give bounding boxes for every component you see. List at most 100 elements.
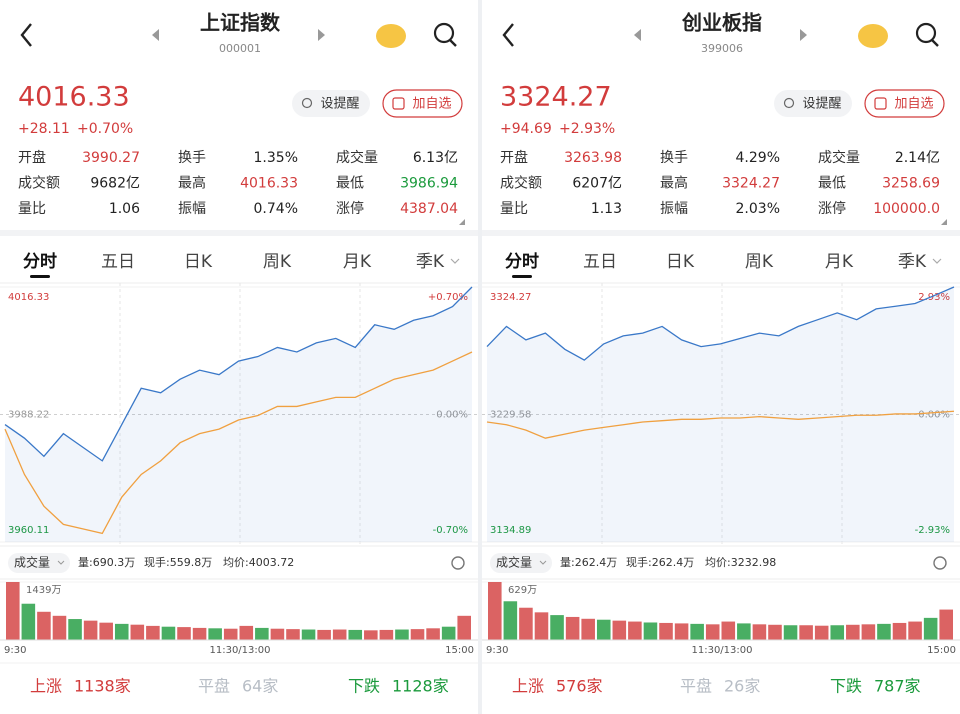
tab-chevron xyxy=(450,258,460,264)
watchlist-button[interactable] xyxy=(864,89,945,118)
volume-bar xyxy=(6,582,20,640)
breadth-label: 平盘 xyxy=(198,677,230,696)
volume-bar xyxy=(68,619,82,640)
stat-label: 最低 xyxy=(336,176,364,192)
alert-button-label[interactable]: 设提醒 xyxy=(320,96,359,112)
back-button[interactable] xyxy=(20,23,32,47)
watchlist-button-label[interactable]: 加自选 xyxy=(894,97,933,112)
breadth-label: 上涨 xyxy=(512,677,544,696)
pct-tick-label: 0.00% xyxy=(918,410,950,421)
watchlist-button-label[interactable]: 加自选 xyxy=(412,97,451,112)
active-tab-underline xyxy=(30,275,50,278)
chart-tab[interactable]: 五日 xyxy=(101,252,135,272)
volume-bar xyxy=(317,629,331,640)
alert-button[interactable] xyxy=(774,90,852,117)
volume-tab-chevron xyxy=(539,560,547,565)
search-icon-handle[interactable] xyxy=(931,39,939,47)
index-title: 创业板指 xyxy=(681,11,762,35)
current-price: 4016.33 xyxy=(18,82,130,113)
y-tick-label: 3229.58 xyxy=(490,410,531,421)
plus-icon[interactable] xyxy=(392,97,405,110)
time-label: 15:00 xyxy=(927,645,956,656)
chart-tab[interactable]: 五日 xyxy=(583,252,617,272)
chart-tab[interactable]: 日K xyxy=(184,252,213,272)
chart-tab[interactable]: 月K xyxy=(343,252,372,272)
volume-tab-label[interactable]: 成交量 xyxy=(14,555,50,570)
back-button[interactable] xyxy=(502,23,514,47)
stat-value: 4.29% xyxy=(736,150,780,166)
stat-label: 涨停 xyxy=(336,200,364,217)
volume-bar xyxy=(550,615,564,640)
settings-icon[interactable] xyxy=(933,556,947,570)
volume-bar xyxy=(596,619,611,640)
volume-tab-chevron xyxy=(57,560,65,565)
volume-tab[interactable] xyxy=(490,553,552,573)
avg-line xyxy=(4,351,473,535)
pct-tick-label: +0.70% xyxy=(428,292,468,303)
stat-label: 涨停 xyxy=(818,200,846,217)
volume-bar xyxy=(705,624,720,640)
price-area xyxy=(487,287,954,542)
price-area xyxy=(5,287,472,542)
volume-stat: 量:690.3万 xyxy=(78,556,135,569)
price-change: +28.11 xyxy=(18,121,70,137)
next-index[interactable] xyxy=(318,29,325,41)
bell-icon[interactable] xyxy=(301,97,313,109)
chart-tab[interactable]: 月K xyxy=(825,252,854,272)
stat-value: 1.13 xyxy=(591,201,622,217)
volume-bar xyxy=(519,607,533,640)
watchlist-button[interactable] xyxy=(382,89,463,118)
volume-stat: 量:262.4万 xyxy=(560,556,617,569)
volume-bar xyxy=(737,623,751,640)
search-icon[interactable] xyxy=(915,22,937,44)
volume-bar xyxy=(908,621,922,640)
volume-bar xyxy=(332,629,347,640)
volume-tab[interactable] xyxy=(8,553,70,573)
price-line xyxy=(4,286,473,462)
volume-bar xyxy=(223,628,238,640)
bell-icon[interactable] xyxy=(783,97,795,109)
current-price: 3324.27 xyxy=(500,82,612,113)
chart-tab[interactable]: 周K xyxy=(263,252,292,272)
settings-icon[interactable] xyxy=(451,556,465,570)
chart-tab[interactable]: 周K xyxy=(745,252,774,272)
volume-bar xyxy=(783,625,798,640)
volume-bar xyxy=(503,601,518,640)
volume-bar xyxy=(379,629,394,640)
volume-tab-label[interactable]: 成交量 xyxy=(496,555,532,570)
mascot-icon[interactable] xyxy=(376,24,406,48)
volume-bar xyxy=(939,609,953,640)
y-tick-label: 3960.11 xyxy=(8,525,49,536)
search-icon[interactable] xyxy=(433,22,455,44)
search-icon-handle[interactable] xyxy=(449,39,457,47)
alert-button[interactable] xyxy=(292,90,370,117)
stat-label: 成交额 xyxy=(18,175,60,192)
volume-bar xyxy=(37,611,51,640)
alert-button-label[interactable]: 设提醒 xyxy=(802,96,841,112)
breadth-label: 下跌 xyxy=(830,677,862,696)
volume-bar xyxy=(628,621,642,640)
volume-bar xyxy=(426,628,440,640)
chart-tab[interactable]: 季K xyxy=(416,252,445,272)
next-index[interactable] xyxy=(800,29,807,41)
section-gap xyxy=(482,230,960,236)
volume-stat: 现手:559.8万 xyxy=(144,555,212,569)
prev-index[interactable] xyxy=(152,29,159,41)
chart-tab[interactable]: 分时 xyxy=(23,252,57,272)
mascot-icon[interactable] xyxy=(858,24,888,48)
chart-tab[interactable]: 分时 xyxy=(505,252,539,272)
volume-bar xyxy=(146,625,160,640)
stat-value: 3324.27 xyxy=(722,176,780,192)
plus-icon[interactable] xyxy=(874,97,887,110)
chart-tab[interactable]: 季K xyxy=(898,252,927,272)
price-change-pct: +0.70% xyxy=(77,121,133,137)
volume-bar xyxy=(301,629,316,640)
stat-value: 1.35% xyxy=(254,150,298,166)
volume-bar xyxy=(177,627,191,640)
expand-corner xyxy=(941,219,947,225)
prev-index[interactable] xyxy=(634,29,641,41)
volume-bar xyxy=(659,622,673,640)
chart-tab[interactable]: 日K xyxy=(666,252,695,272)
stat-label: 开盘 xyxy=(18,149,46,166)
volume-bar xyxy=(270,628,285,640)
